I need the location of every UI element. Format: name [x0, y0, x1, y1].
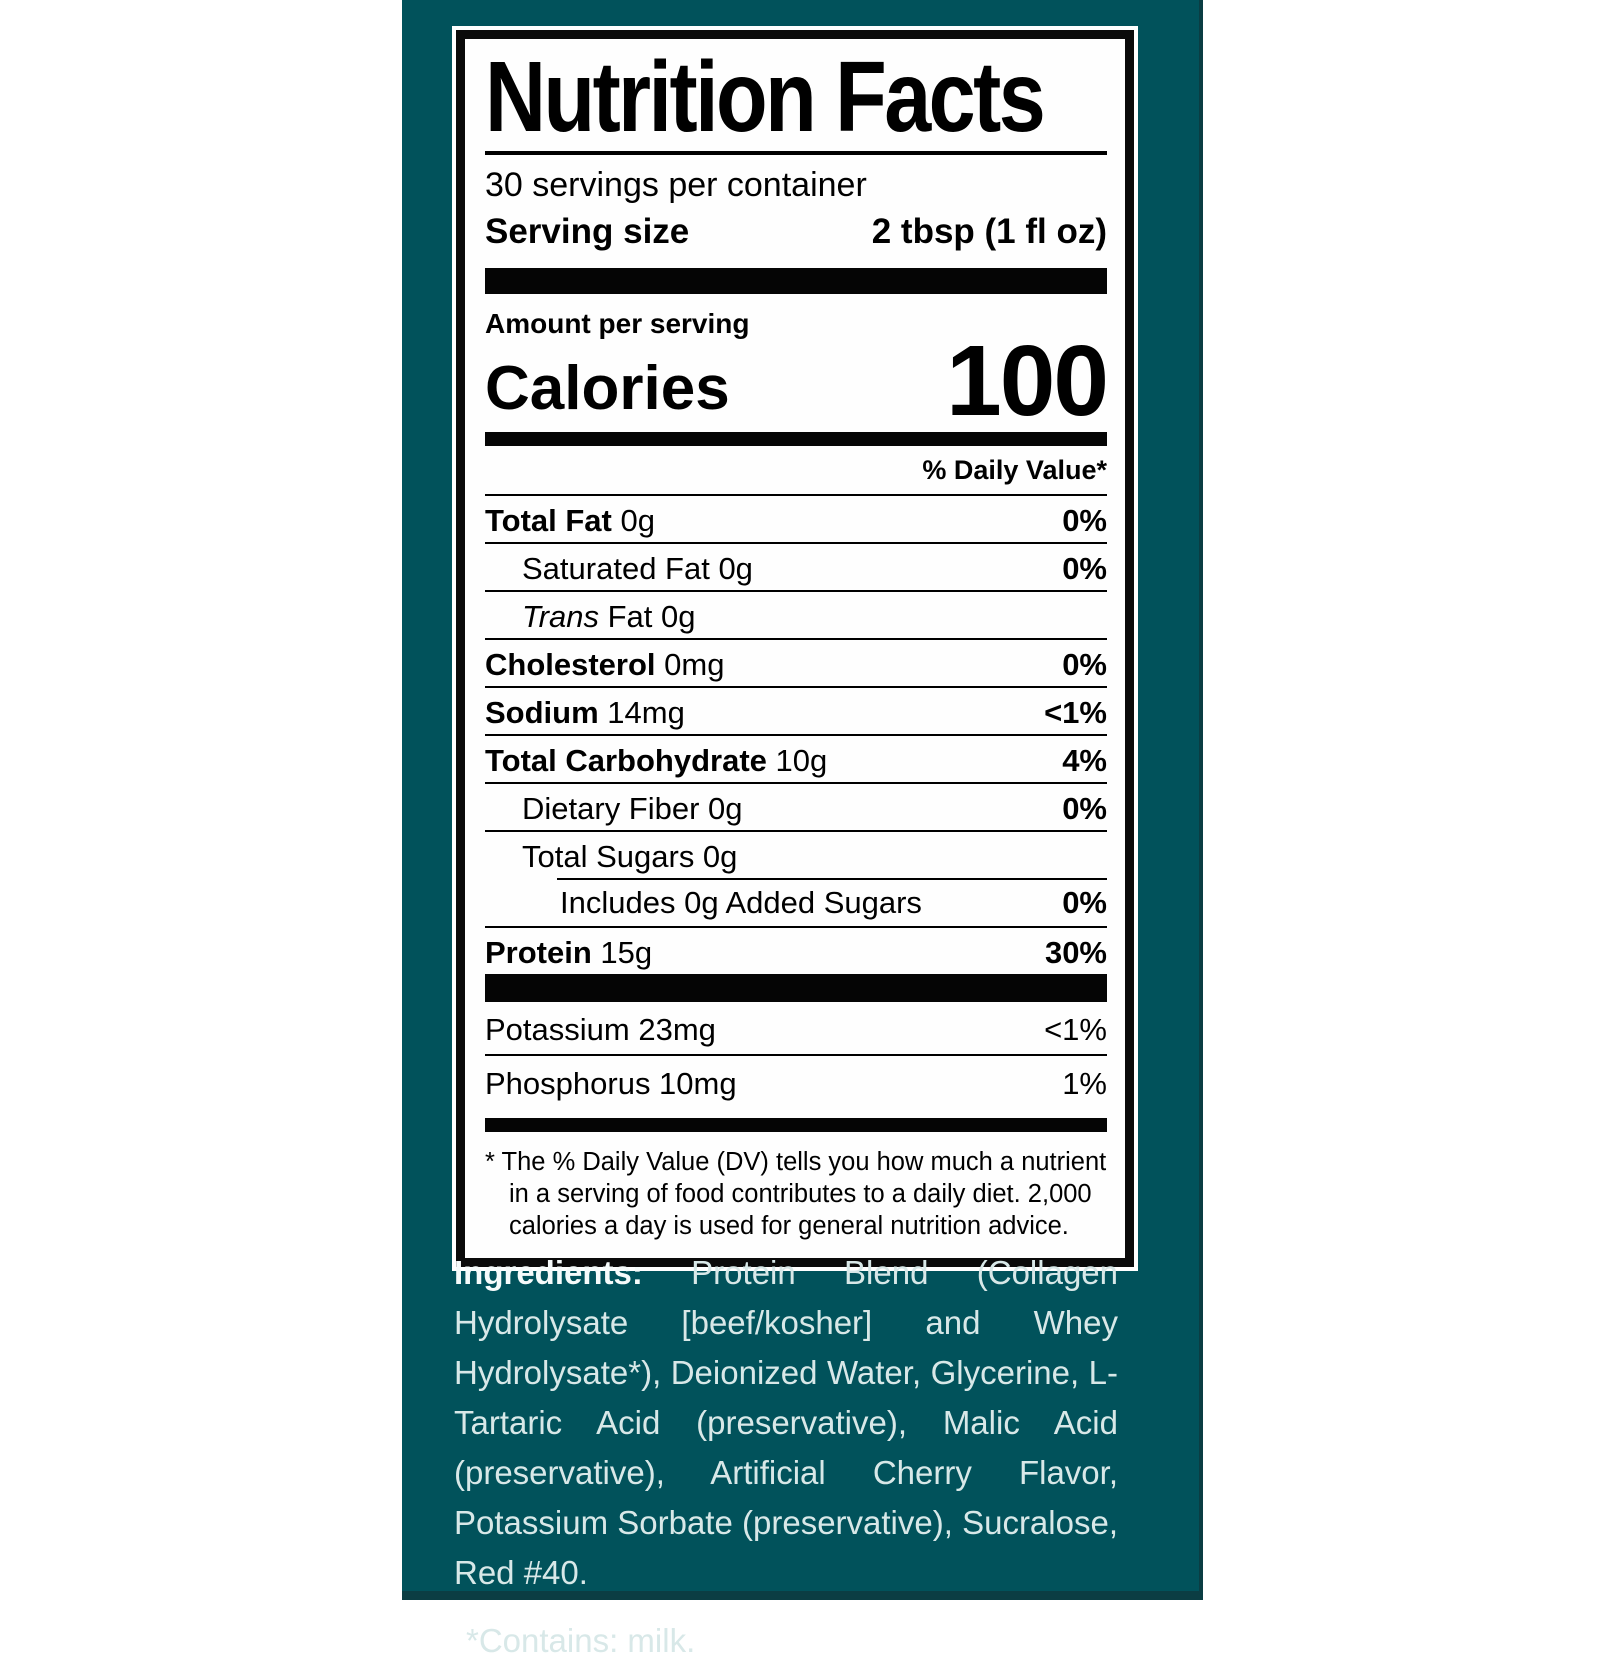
nutrient-name: Total Fat 0g [485, 502, 655, 538]
daily-value-footnote: * The % Daily Value (DV) tells you how m… [485, 1147, 1107, 1240]
divider-bar-medium-calories [485, 431, 1107, 446]
nutrient-name: Protein 15g [485, 934, 653, 970]
mineral-row-potassium: Potassium 23mg <1% [485, 1002, 1107, 1054]
title-rule [485, 151, 1107, 155]
nutrient-dv: 4% [1062, 742, 1107, 778]
nutrient-name: Sodium 14mg [485, 694, 685, 730]
mineral-dv: 1% [1062, 1065, 1107, 1101]
nutrient-dv: 0% [1062, 884, 1107, 920]
serving-size-value: 2 tbsp (1 fl oz) [871, 212, 1107, 252]
nutrient-row-trans-fat: Trans Fat 0g [485, 589, 1107, 638]
nutrient-row-total-fat: Total Fat 0g 0% [485, 493, 1107, 542]
divider-bar-thick-protein [485, 973, 1107, 1002]
nutrient-row-sodium: Sodium 14mg <1% [485, 685, 1107, 734]
nutrient-name: Total Sugars 0g [522, 838, 738, 874]
nutrient-name: Includes 0g Added Sugars [560, 884, 922, 920]
amount-per-serving-label: Amount per serving [485, 307, 750, 339]
nutrient-dv: 0% [1062, 790, 1107, 826]
nutrient-name: Saturated Fat 0g [522, 550, 753, 586]
nutrient-dv: 30% [1044, 934, 1107, 970]
calories-value: 100 [946, 324, 1109, 437]
serving-size-label: Serving size [485, 212, 690, 252]
nutrient-name: Cholesterol 0mg [485, 646, 725, 682]
nutrient-dv: 0% [1062, 502, 1107, 538]
nutrition-facts-box: Nutrition Facts 30 servings per containe… [452, 26, 1138, 1271]
nutrient-dv: 0% [1062, 646, 1107, 682]
nutrient-row-dietary-fiber: Dietary Fiber 0g 0% [485, 781, 1107, 830]
ingredients-section: Ingredients: Protein Blend (Collagen Hyd… [454, 1248, 1118, 1666]
ingredients-text: Protein Blend (Collagen Hydrolysate [bee… [454, 1254, 1118, 1591]
teal-label-panel: Nutrition Facts 30 servings per containe… [402, 0, 1203, 1659]
calories-row: Calories 100 [485, 324, 1109, 437]
nutrition-facts-title: Nutrition Facts [485, 41, 1046, 153]
nutrient-row-saturated-fat: Saturated Fat 0g 0% [485, 541, 1107, 590]
ingredients-label: Ingredients: [454, 1254, 643, 1291]
divider-bar-thick-top [485, 267, 1107, 294]
nutrient-dv: <1% [1044, 694, 1107, 730]
nutrient-dv: 0% [1062, 550, 1107, 586]
nutrient-row-total-sugars: Total Sugars 0g [485, 829, 1107, 878]
nutrient-row-added-sugars: Includes 0g Added Sugars 0% [485, 877, 1107, 926]
nutrient-row-cholesterol: Cholesterol 0mg 0% [485, 637, 1107, 686]
ingredients-paragraph: Ingredients: Protein Blend (Collagen Hyd… [454, 1248, 1118, 1598]
divider-bar-medium-bottom [485, 1117, 1107, 1132]
nutrient-name: Total Carbohydrate 10g [485, 742, 828, 778]
serving-size-row: Serving size 2 tbsp (1 fl oz) [485, 212, 1107, 252]
nutrient-row-total-carbohydrate: Total Carbohydrate 10g 4% [485, 733, 1107, 782]
nutrient-name: Dietary Fiber 0g [522, 790, 743, 826]
servings-per-container: 30 servings per container [485, 166, 867, 204]
calories-label: Calories [485, 353, 730, 423]
mineral-name: Phosphorus 10mg [485, 1065, 737, 1101]
nutrient-row-protein: Protein 15g 30% [485, 925, 1107, 970]
mineral-row-phosphorus: Phosphorus 10mg 1% [485, 1053, 1107, 1106]
nutrient-name: Trans Fat 0g [522, 598, 696, 634]
daily-value-header: % Daily Value* [922, 454, 1107, 485]
partial-rule [557, 877, 1107, 880]
mineral-name: Potassium 23mg [485, 1011, 716, 1047]
contains-statement: *Contains: milk. [466, 1622, 696, 1659]
mineral-dv: <1% [1044, 1011, 1107, 1047]
